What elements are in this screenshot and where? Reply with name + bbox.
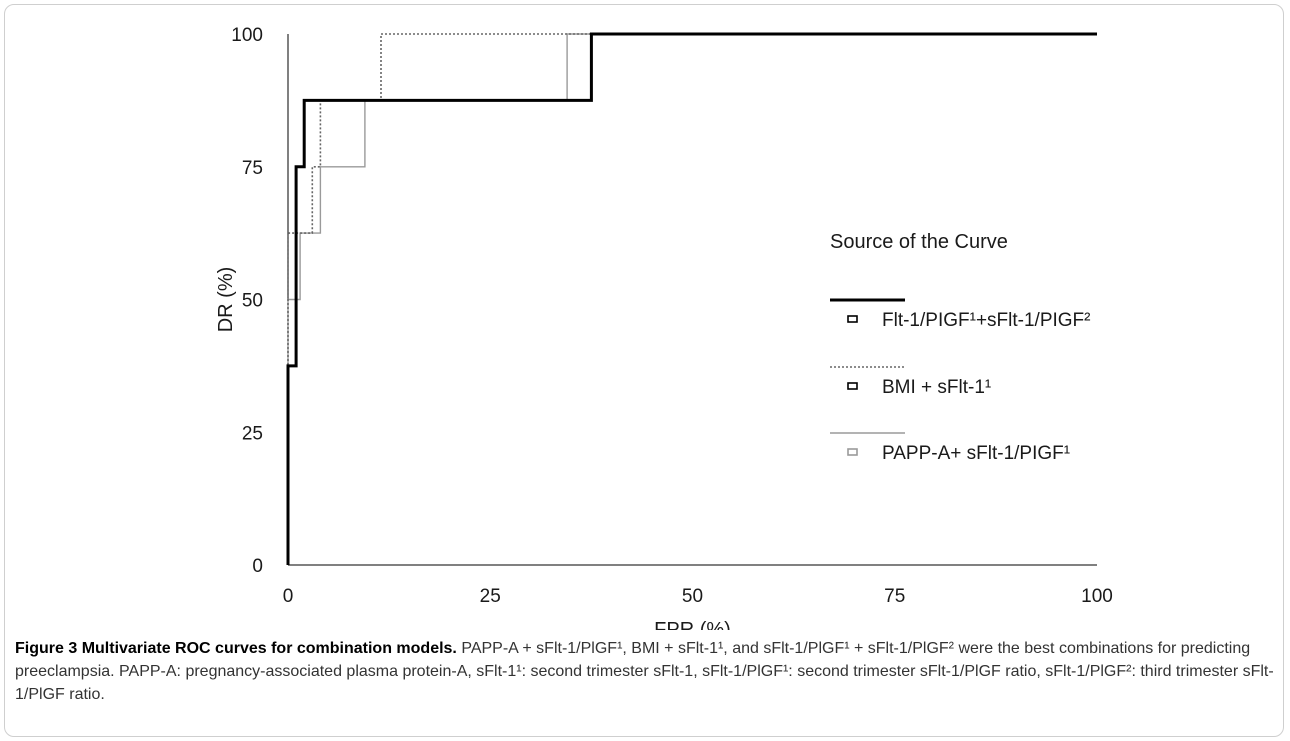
x-tick-label: 0 [283, 586, 294, 607]
y-tick-label: 75 [242, 158, 263, 179]
legend-marker [847, 448, 858, 456]
tick-labels: 0 25 50 75 100 0 25 50 75 100 [231, 25, 1113, 607]
x-axis-label: FPR (%) [654, 619, 731, 630]
x-tick-label: 100 [1081, 586, 1113, 607]
legend-label: PAPP-A+ sFlt-1/PIGF¹ [882, 443, 1070, 464]
legend-marker [847, 315, 858, 323]
caption-text: PAPP-A + sFlt-1/PlGF¹, BMI + sFlt-1¹, an… [15, 640, 1274, 703]
legend-title: Source of the Curve [830, 231, 1008, 253]
legend-label: Flt-1/PIGF¹+sFlt-1/PIGF² [882, 310, 1090, 331]
x-tick-label: 75 [884, 586, 905, 607]
y-tick-label: 25 [242, 423, 263, 444]
figure-frame [4, 4, 1284, 737]
y-tick-label: 100 [231, 25, 263, 46]
caption-figure-label: Figure 3 [15, 640, 78, 657]
x-tick-label: 25 [480, 586, 501, 607]
y-tick-label: 50 [242, 291, 263, 312]
series-line [287, 33, 1097, 565]
y-axis-label: DR (%) [215, 267, 237, 333]
caption-title: Multivariate ROC curves for combination … [81, 640, 457, 657]
figure-caption: Figure 3 Multivariate ROC curves for com… [15, 637, 1277, 706]
series-layer [286, 32, 1097, 565]
legend-label: BMI + sFlt-1¹ [882, 377, 991, 398]
chart-axes [287, 34, 1097, 566]
series-line [287, 33, 1097, 565]
y-tick-label: 0 [252, 556, 263, 577]
legend: Source of the Curve Flt-1/PIGF¹+sFlt-1/P… [830, 231, 1090, 464]
series-line [286, 32, 1097, 565]
roc-chart: 0 25 50 75 100 0 25 50 75 100 FPR (%) DR (%) Sour… [215, 25, 1113, 630]
legend-marker [847, 382, 858, 390]
x-tick-label: 50 [682, 586, 703, 607]
